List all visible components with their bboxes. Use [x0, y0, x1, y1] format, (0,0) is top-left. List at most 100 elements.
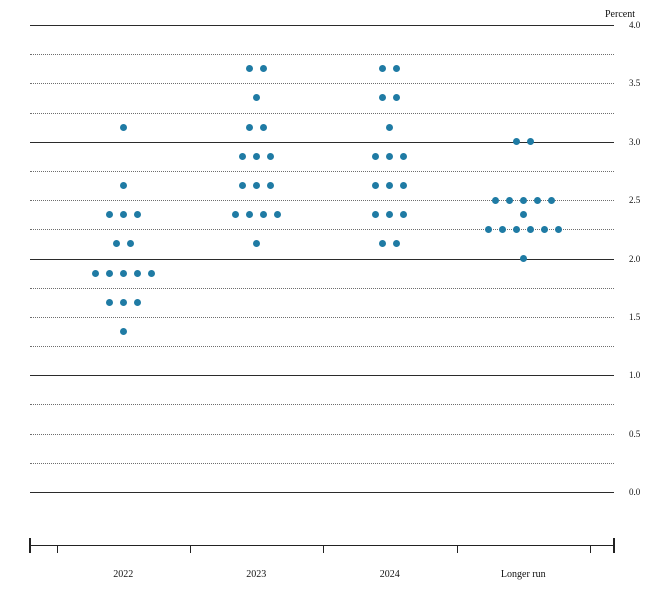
projection-dot	[119, 211, 127, 219]
x-axis-tick	[323, 545, 324, 553]
minor-gridline	[30, 200, 614, 202]
y-axis-tick-label: 4.0	[629, 20, 641, 30]
x-axis-line	[30, 545, 614, 546]
projection-dot	[119, 182, 127, 190]
minor-gridline	[30, 316, 614, 318]
major-gridline	[30, 25, 614, 26]
minor-gridline	[30, 54, 614, 56]
projection-dot	[245, 211, 253, 219]
projection-dot	[379, 240, 387, 248]
projection-dot	[526, 225, 534, 233]
x-axis-endcap-tick	[29, 538, 31, 553]
projection-dot	[519, 196, 527, 204]
projection-dot	[400, 152, 408, 160]
y-axis-tick-label: 0.5	[629, 428, 641, 439]
projection-dot	[540, 225, 548, 233]
projection-dot	[147, 269, 155, 277]
minor-gridline	[30, 404, 614, 406]
projection-dot	[119, 269, 127, 277]
projection-dot	[252, 152, 260, 160]
projection-dot	[273, 211, 281, 219]
y-axis-tick-label: 3.5	[629, 78, 641, 89]
projection-dot	[505, 196, 513, 204]
projection-dot	[133, 298, 141, 306]
projection-dot	[259, 123, 267, 131]
projection-dot	[133, 211, 141, 219]
projection-dot	[266, 182, 274, 190]
projection-dot	[119, 327, 127, 335]
projection-dot	[245, 123, 253, 131]
minor-gridline	[30, 170, 614, 172]
y-axis-tick-label: 1.5	[629, 311, 641, 322]
projection-dot	[379, 94, 387, 102]
projection-dot	[519, 255, 527, 262]
x-axis-tick	[57, 545, 58, 553]
minor-gridline	[30, 287, 614, 289]
y-axis-tick-label: 2.5	[629, 195, 641, 206]
projection-dot	[112, 240, 120, 248]
projection-dot	[512, 138, 520, 146]
projection-dot	[386, 152, 394, 160]
projection-dot	[105, 298, 113, 306]
projection-dot	[533, 196, 541, 204]
major-gridline	[30, 375, 614, 377]
projection-dot	[498, 225, 506, 233]
projection-dot	[379, 65, 387, 73]
projection-dot	[238, 152, 246, 160]
minor-gridline	[30, 462, 614, 464]
x-axis-tick	[590, 545, 591, 553]
projection-dot	[512, 225, 520, 233]
projection-dot	[400, 211, 408, 219]
projection-dot	[372, 152, 380, 160]
projection-dot	[259, 65, 267, 73]
x-axis-category-label: 2024	[379, 569, 400, 580]
projection-dot	[252, 240, 260, 248]
x-axis-category-label: 2023	[246, 569, 267, 580]
projection-dot	[519, 211, 527, 219]
minor-gridline	[30, 433, 614, 435]
projection-dot	[526, 138, 534, 146]
x-axis-tick	[456, 545, 458, 553]
projection-dot	[491, 196, 499, 204]
projection-dot	[393, 94, 401, 102]
projection-dot	[554, 225, 562, 233]
projection-dot	[386, 211, 394, 219]
y-axis-tick-label: 2.0	[629, 253, 641, 264]
x-axis-tick	[189, 545, 191, 553]
projection-dot	[119, 123, 127, 131]
minor-gridline	[30, 229, 614, 231]
projection-dot	[484, 225, 492, 233]
projection-dot	[386, 123, 394, 131]
projection-dot	[133, 269, 141, 277]
y-axis-tick-label: 3.0	[629, 136, 641, 147]
projection-dot	[252, 94, 260, 102]
projection-dot	[547, 196, 555, 204]
projection-dot	[266, 152, 274, 160]
major-gridline	[30, 141, 614, 143]
projection-dot	[91, 269, 99, 277]
x-axis-category-label: 2022	[113, 569, 134, 580]
projection-dot	[372, 211, 380, 219]
major-gridline	[30, 258, 614, 260]
projection-dot	[105, 269, 113, 277]
minor-gridline	[30, 112, 614, 114]
x-axis-category-label: Longer run	[500, 569, 546, 580]
projection-dot	[393, 65, 401, 73]
y-axis-tick-label: 1.0	[629, 370, 641, 381]
projection-dot	[105, 211, 113, 219]
projection-dot	[238, 182, 246, 190]
x-axis-endcap-tick	[613, 538, 615, 553]
projection-dot	[400, 182, 408, 190]
y-axis-unit-label: Percent	[605, 9, 635, 20]
projection-dot	[245, 65, 253, 73]
projection-dot	[372, 182, 380, 190]
projection-dot	[252, 182, 260, 190]
projection-dot	[259, 211, 267, 219]
major-gridline	[30, 492, 614, 493]
projection-dot	[231, 211, 239, 219]
minor-gridline	[30, 83, 614, 85]
y-axis-tick-label: 0.0	[629, 487, 641, 497]
projection-dot	[393, 240, 401, 248]
minor-gridline	[30, 346, 614, 348]
